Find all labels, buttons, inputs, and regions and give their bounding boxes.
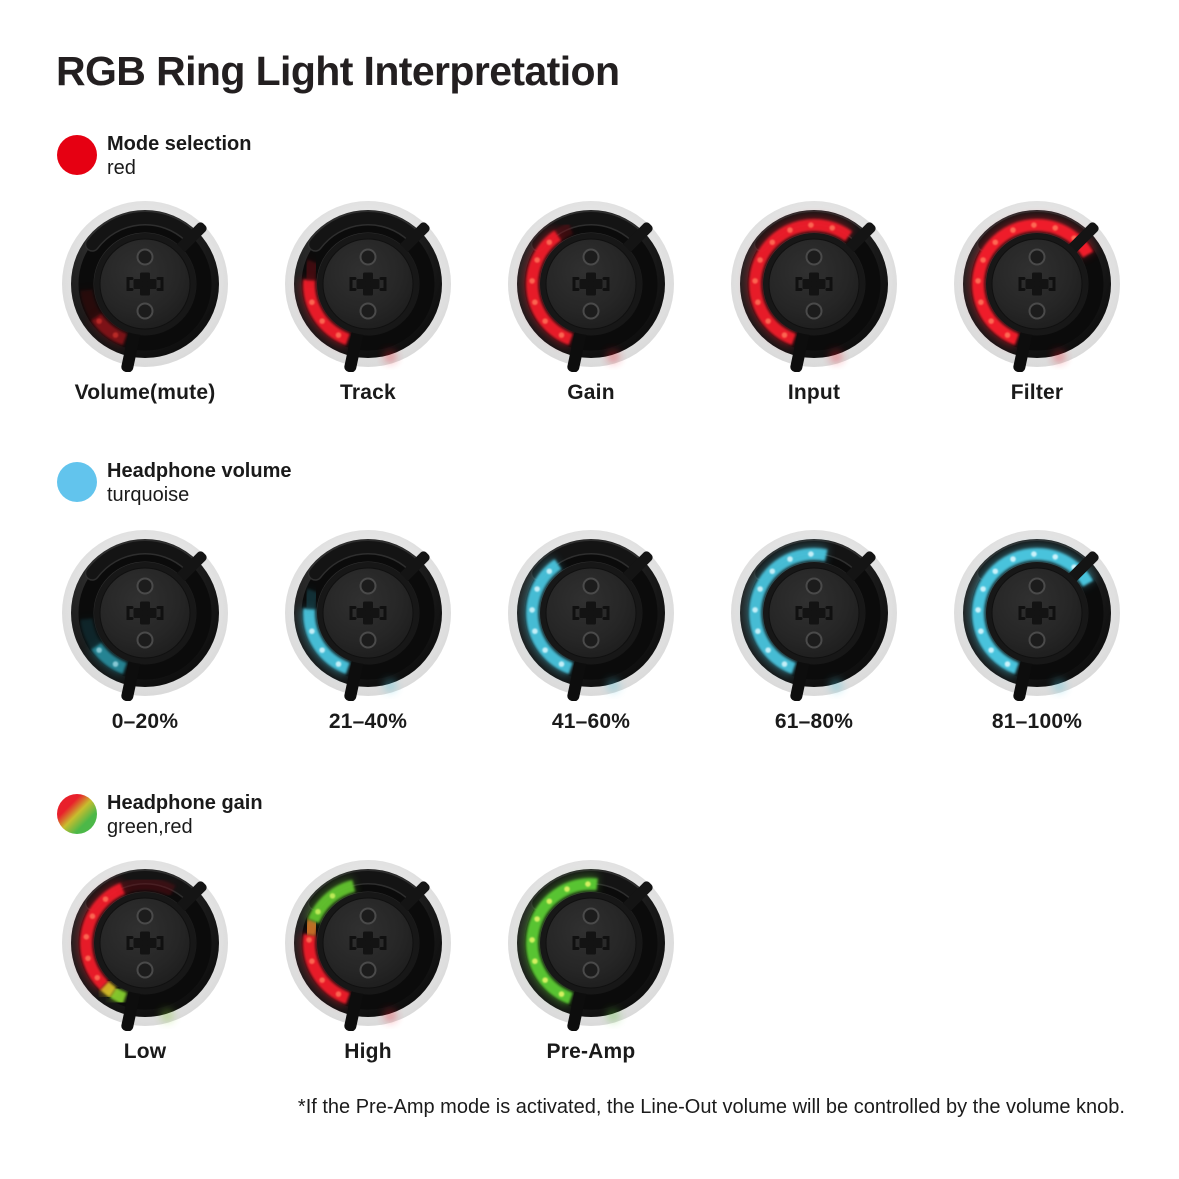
knob-label: 41–60%: [551, 710, 631, 733]
knob-graphic: [285, 860, 451, 1031]
knob-label: Pre-Amp: [546, 1040, 636, 1063]
knob-label: Input: [787, 381, 841, 404]
legend-subtitle: green,red: [107, 816, 193, 838]
legend-text: Mode selection red: [107, 133, 251, 180]
legend-color-dot-green-red: [57, 794, 97, 834]
knob-graphic: [731, 201, 897, 372]
knob-label: 21–40%: [328, 710, 408, 733]
knob-input: Input: [726, 196, 902, 405]
legend-title: Headphone gain: [107, 792, 263, 814]
legend-color-dot-red: [57, 135, 97, 175]
knob-21-40: 21–40%: [280, 525, 456, 734]
legend-text: Headphone volume turquoise: [107, 460, 291, 507]
knob-graphic: [62, 530, 228, 701]
knob-label: 61–80%: [774, 710, 854, 733]
knob-high: High: [280, 855, 456, 1064]
legend-mode-selection: Mode selection red: [57, 133, 251, 180]
knob-volume-mute: Volume(mute): [57, 196, 233, 405]
legend-headphone-gain: Headphone gain green,red: [57, 792, 263, 839]
knob-graphic: [285, 530, 451, 701]
knob-label: 81–100%: [991, 710, 1083, 733]
knob-label: Low: [123, 1040, 167, 1063]
legend-headphone-volume: Headphone volume turquoise: [57, 460, 291, 507]
legend-color-dot-turquoise: [57, 462, 97, 502]
knob-41-60: 41–60%: [503, 525, 679, 734]
page-title: RGB Ring Light Interpretation: [56, 48, 620, 94]
knob-graphic: [285, 201, 451, 372]
knob-label: Gain: [567, 381, 615, 404]
knob-filter: Filter: [949, 196, 1125, 405]
knob-61-80: 61–80%: [726, 525, 902, 734]
legend-title: Mode selection: [107, 133, 252, 155]
knob-81-100: 81–100%: [949, 525, 1125, 734]
knob-label: 0–20%: [111, 710, 179, 733]
knob-graphic: [954, 530, 1120, 701]
knob-low: Low: [57, 855, 233, 1064]
legend-subtitle: turquoise: [107, 484, 190, 506]
knob-gain: Gain: [503, 196, 679, 405]
knob-graphic: [508, 860, 674, 1031]
legend-title: Headphone volume: [107, 460, 292, 482]
knob-label: Filter: [1010, 381, 1064, 404]
knob-graphic: [954, 201, 1120, 372]
knob-0-20: 0–20%: [57, 525, 233, 734]
footnote: *If the Pre-Amp mode is activated, the L…: [297, 1096, 1125, 1118]
knob-graphic: [62, 860, 228, 1031]
knob-pre-amp: Pre-Amp: [503, 855, 679, 1064]
knob-graphic: [731, 530, 897, 701]
knob-label: High: [344, 1040, 392, 1063]
knob-graphic: [508, 530, 674, 701]
knob-label: Track: [340, 381, 396, 404]
knob-track: Track: [280, 196, 456, 405]
legend-text: Headphone gain green,red: [107, 792, 263, 839]
legend-subtitle: red: [107, 157, 136, 179]
knob-graphic: [62, 201, 228, 372]
knob-label: Volume(mute): [74, 381, 216, 404]
knob-graphic: [508, 201, 674, 372]
